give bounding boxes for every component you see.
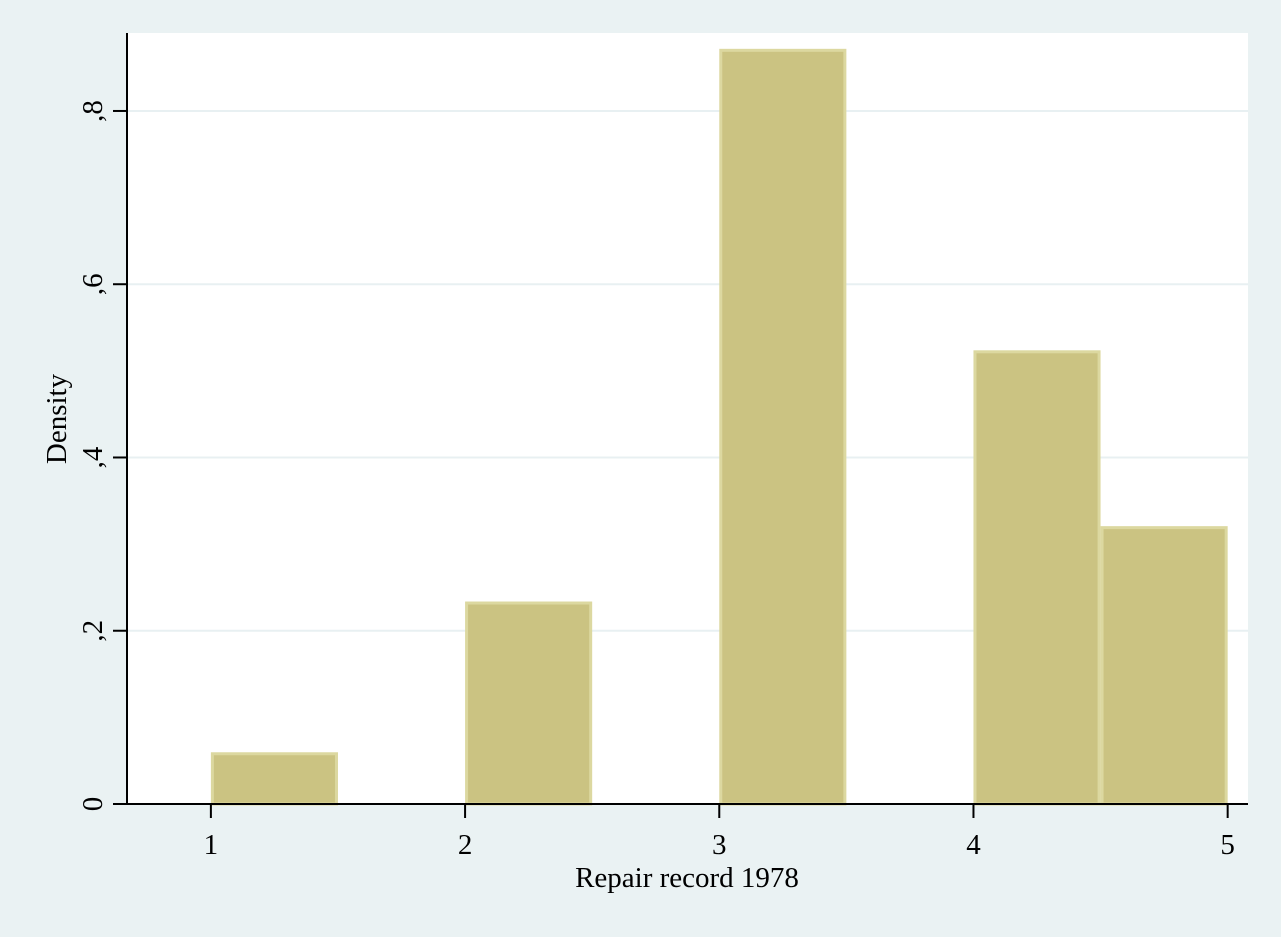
y-tick-label: ,4 xyxy=(77,446,109,468)
y-tick-label: ,6 xyxy=(77,273,109,295)
y-tick-label: ,2 xyxy=(77,620,109,642)
histogram-bar xyxy=(210,752,338,806)
x-tick-label: 3 xyxy=(712,829,727,861)
x-axis-title: Repair record 1978 xyxy=(575,862,799,894)
y-axis-title: Density xyxy=(41,373,73,464)
ticks: 1 2 3 4 5 0 ,2 ,4 ,6 ,8 xyxy=(77,100,1235,861)
histogram-bar xyxy=(1100,526,1228,806)
axes xyxy=(126,33,1248,805)
y-tick-label: ,8 xyxy=(77,100,109,122)
x-tick-label: 2 xyxy=(458,829,473,861)
histogram-bar xyxy=(465,601,593,806)
y-tick-label: 0 xyxy=(77,797,109,812)
histogram-bar xyxy=(719,48,847,806)
x-tick-label: 5 xyxy=(1220,829,1235,861)
x-tick-label: 4 xyxy=(966,829,981,861)
x-tick-label: 1 xyxy=(204,829,219,861)
histogram-bar xyxy=(973,350,1101,806)
